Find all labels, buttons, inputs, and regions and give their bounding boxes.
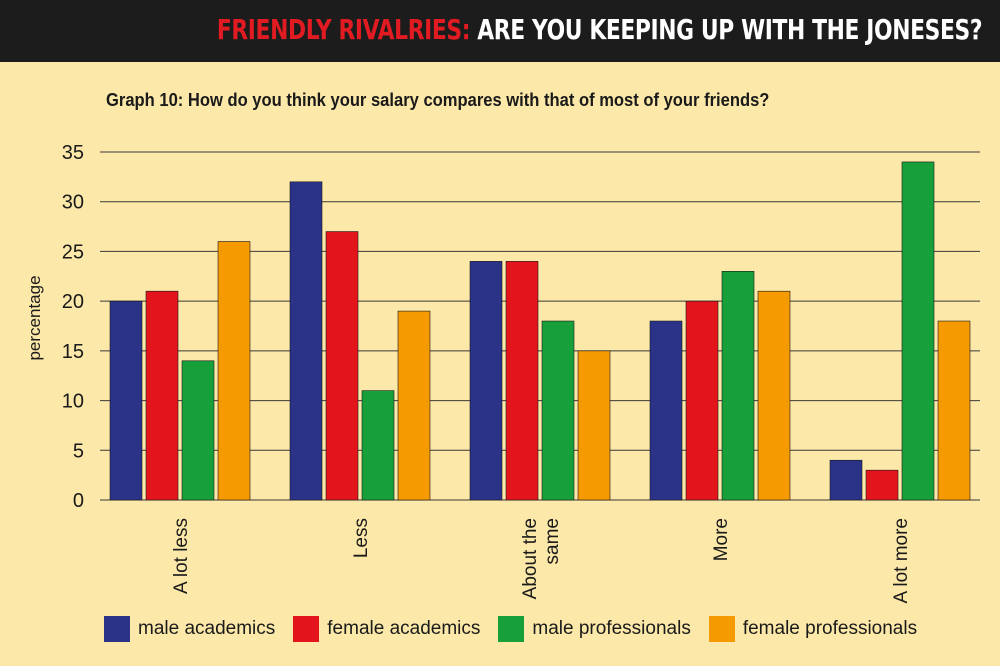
y-tick-label: 35 — [62, 142, 84, 164]
legend-swatch — [708, 616, 735, 642]
bar — [181, 360, 215, 501]
legend-label: male academics — [138, 618, 276, 639]
x-tick-label: A lot less — [171, 518, 192, 594]
y-tick-label: 5 — [73, 440, 84, 462]
legend-item: male professionals — [498, 616, 691, 642]
legend-swatch — [498, 616, 525, 642]
bar — [901, 161, 935, 501]
y-tick-label: 15 — [62, 341, 84, 363]
y-tick-label: 25 — [62, 241, 84, 263]
bar — [829, 459, 863, 501]
banner-title-white: ARE YOU KEEPING UP WITH THE JONESES? — [477, 13, 982, 46]
chart-title: Graph 10: How do you think your salary c… — [106, 90, 770, 110]
legend-swatch — [104, 616, 130, 642]
x-tick-label: same — [542, 518, 563, 564]
bar — [937, 320, 971, 501]
x-tick-label: About the — [520, 518, 541, 599]
banner-title: FRIENDLY RIVALRIES: ARE YOU KEEPING UP W… — [216, 8, 983, 52]
x-tick-label: More — [711, 518, 732, 561]
legend-item: female professionals — [708, 616, 918, 642]
bar — [325, 231, 359, 501]
y-tick-label: 20 — [62, 291, 84, 313]
bar — [757, 290, 791, 501]
bar — [505, 261, 539, 501]
bar — [721, 271, 755, 501]
legend-item: male academics — [104, 616, 275, 642]
bar — [361, 390, 395, 501]
banner-title-red: FRIENDLY RIVALRIES: — [216, 13, 471, 46]
bar — [289, 181, 323, 501]
legend-swatch — [293, 616, 320, 642]
bar — [217, 241, 251, 501]
banner: FRIENDLY RIVALRIES: ARE YOU KEEPING UP W… — [0, 0, 1000, 62]
y-tick-label: 10 — [62, 391, 84, 413]
legend-item: female academics — [293, 616, 480, 642]
legend-label: female professionals — [742, 618, 918, 639]
bar — [649, 320, 683, 501]
bar — [145, 290, 179, 501]
bar — [397, 310, 431, 501]
x-tick-label: Less — [351, 518, 372, 558]
y-tick-label: 0 — [73, 490, 84, 512]
legend-label: female academics — [327, 618, 481, 639]
chart-legend: male academics female academics male profe… — [104, 616, 935, 642]
legend-label: male professionals — [532, 618, 691, 639]
y-tick-label: 30 — [62, 192, 84, 214]
bar — [685, 300, 719, 501]
bar — [469, 261, 503, 501]
x-tick-label: A lot more — [891, 518, 912, 604]
bar — [865, 469, 899, 501]
bar — [541, 320, 575, 501]
bar — [109, 300, 143, 501]
bar — [577, 350, 611, 501]
y-axis-label: percentage — [25, 275, 44, 360]
